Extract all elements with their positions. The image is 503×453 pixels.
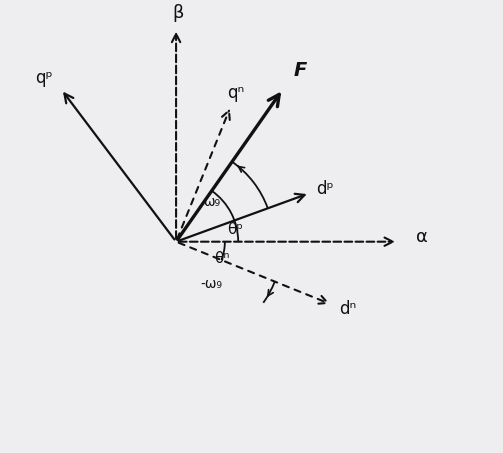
Text: β: β xyxy=(173,4,184,22)
Text: qⁿ: qⁿ xyxy=(227,84,244,101)
Text: ω₉: ω₉ xyxy=(203,195,220,209)
Text: qᵖ: qᵖ xyxy=(35,69,52,87)
Text: F: F xyxy=(294,61,307,80)
Text: -ω₉: -ω₉ xyxy=(201,277,222,291)
Text: θⁿ: θⁿ xyxy=(214,251,229,266)
Text: dᵖ: dᵖ xyxy=(316,180,334,198)
Text: dⁿ: dⁿ xyxy=(340,300,357,318)
Text: α: α xyxy=(416,228,428,246)
Text: θᵖ: θᵖ xyxy=(227,222,243,237)
